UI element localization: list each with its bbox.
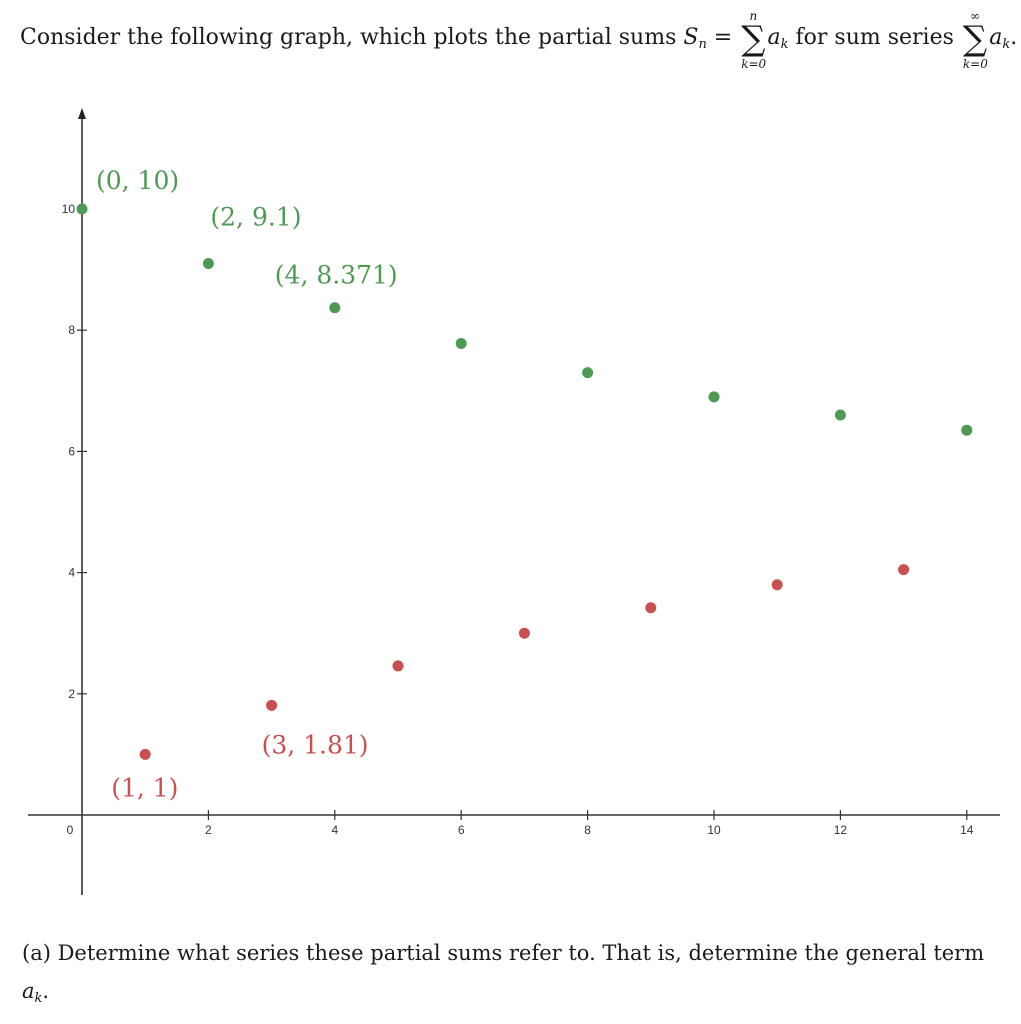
question-period: .	[42, 979, 50, 1003]
question-term-a: a	[22, 979, 35, 1003]
red-data-point	[771, 579, 783, 591]
series-sum-symbol: ∞ ∑ k=0	[962, 10, 988, 70]
red-data-point	[645, 602, 657, 614]
red-data-point	[266, 699, 278, 711]
y-tick-label: 8	[68, 323, 75, 337]
intro-text-1: Consider the following graph, which plot…	[20, 25, 684, 50]
partial-sum-symbol: n ∑ k=0	[741, 10, 766, 70]
point-label: (3, 1.81)	[262, 730, 369, 759]
y-tick-label: 2	[68, 687, 75, 701]
red-data-point	[392, 660, 404, 672]
green-data-point	[329, 302, 341, 314]
question-a: (a) Determine what series these partial …	[22, 934, 1007, 1018]
sigma-2: ∑	[962, 19, 988, 59]
equals-sign: =	[706, 25, 740, 50]
y-tick-label: 6	[68, 444, 75, 458]
question-label: (a)	[22, 941, 51, 965]
x-tick-label: 12	[834, 823, 848, 837]
x-tick-label: 2	[205, 823, 212, 837]
partial-sums-scatter-chart: 0 2 4 6 8 10 12 14 2 4 6 8 10 (0, 10) (2, 9.1) (4, 8.37…	[28, 108, 1000, 895]
term-subscript: k	[780, 37, 789, 52]
point-label: (1, 1)	[111, 773, 178, 802]
s-symbol: S	[683, 25, 699, 50]
point-label: (2, 9.1)	[210, 203, 301, 232]
green-data-point	[455, 338, 467, 350]
series-sum-lower-limit: k=0	[962, 57, 988, 71]
question-term-subscript: k	[34, 991, 43, 1006]
series-sum-upper-limit: ∞	[970, 9, 981, 23]
red-data-point	[898, 564, 910, 576]
green-data-point	[708, 391, 720, 403]
x-tick-label: 6	[458, 823, 465, 837]
problem-statement: Consider the following graph, which plot…	[20, 10, 1018, 70]
x-tick-label: 14	[960, 823, 974, 837]
green-data-point	[76, 203, 88, 215]
y-tick-label: 10	[62, 202, 76, 216]
red-data-point	[518, 627, 530, 639]
intro-text-2: for sum series	[788, 25, 961, 50]
point-label: (0, 10)	[96, 166, 179, 195]
green-data-point	[834, 409, 846, 421]
x-tick-label: 4	[331, 823, 338, 837]
y-tick-label: 4	[68, 566, 75, 580]
green-data-point	[202, 258, 214, 270]
sigma-1: ∑	[741, 19, 766, 59]
term-a: a	[767, 25, 781, 50]
partial-sum-lower-limit: k=0	[741, 57, 767, 71]
y-axis-arrow-icon	[78, 108, 86, 119]
green-data-point	[582, 367, 594, 379]
question-text: Determine what series these partial sums…	[50, 941, 985, 965]
green-data-point	[961, 424, 973, 436]
partial-sum-upper-limit: n	[749, 9, 758, 23]
point-label: (4, 8.371)	[275, 261, 398, 290]
x-tick-label: 8	[584, 823, 591, 837]
intro-period: .	[1010, 25, 1018, 50]
s-subscript: n	[698, 37, 707, 52]
red-data-point	[139, 748, 151, 760]
term-subscript-2: k	[1002, 37, 1011, 52]
x-tick-label: 10	[707, 823, 721, 837]
term-a-2: a	[989, 25, 1003, 50]
x-tick-label: 0	[67, 823, 74, 837]
